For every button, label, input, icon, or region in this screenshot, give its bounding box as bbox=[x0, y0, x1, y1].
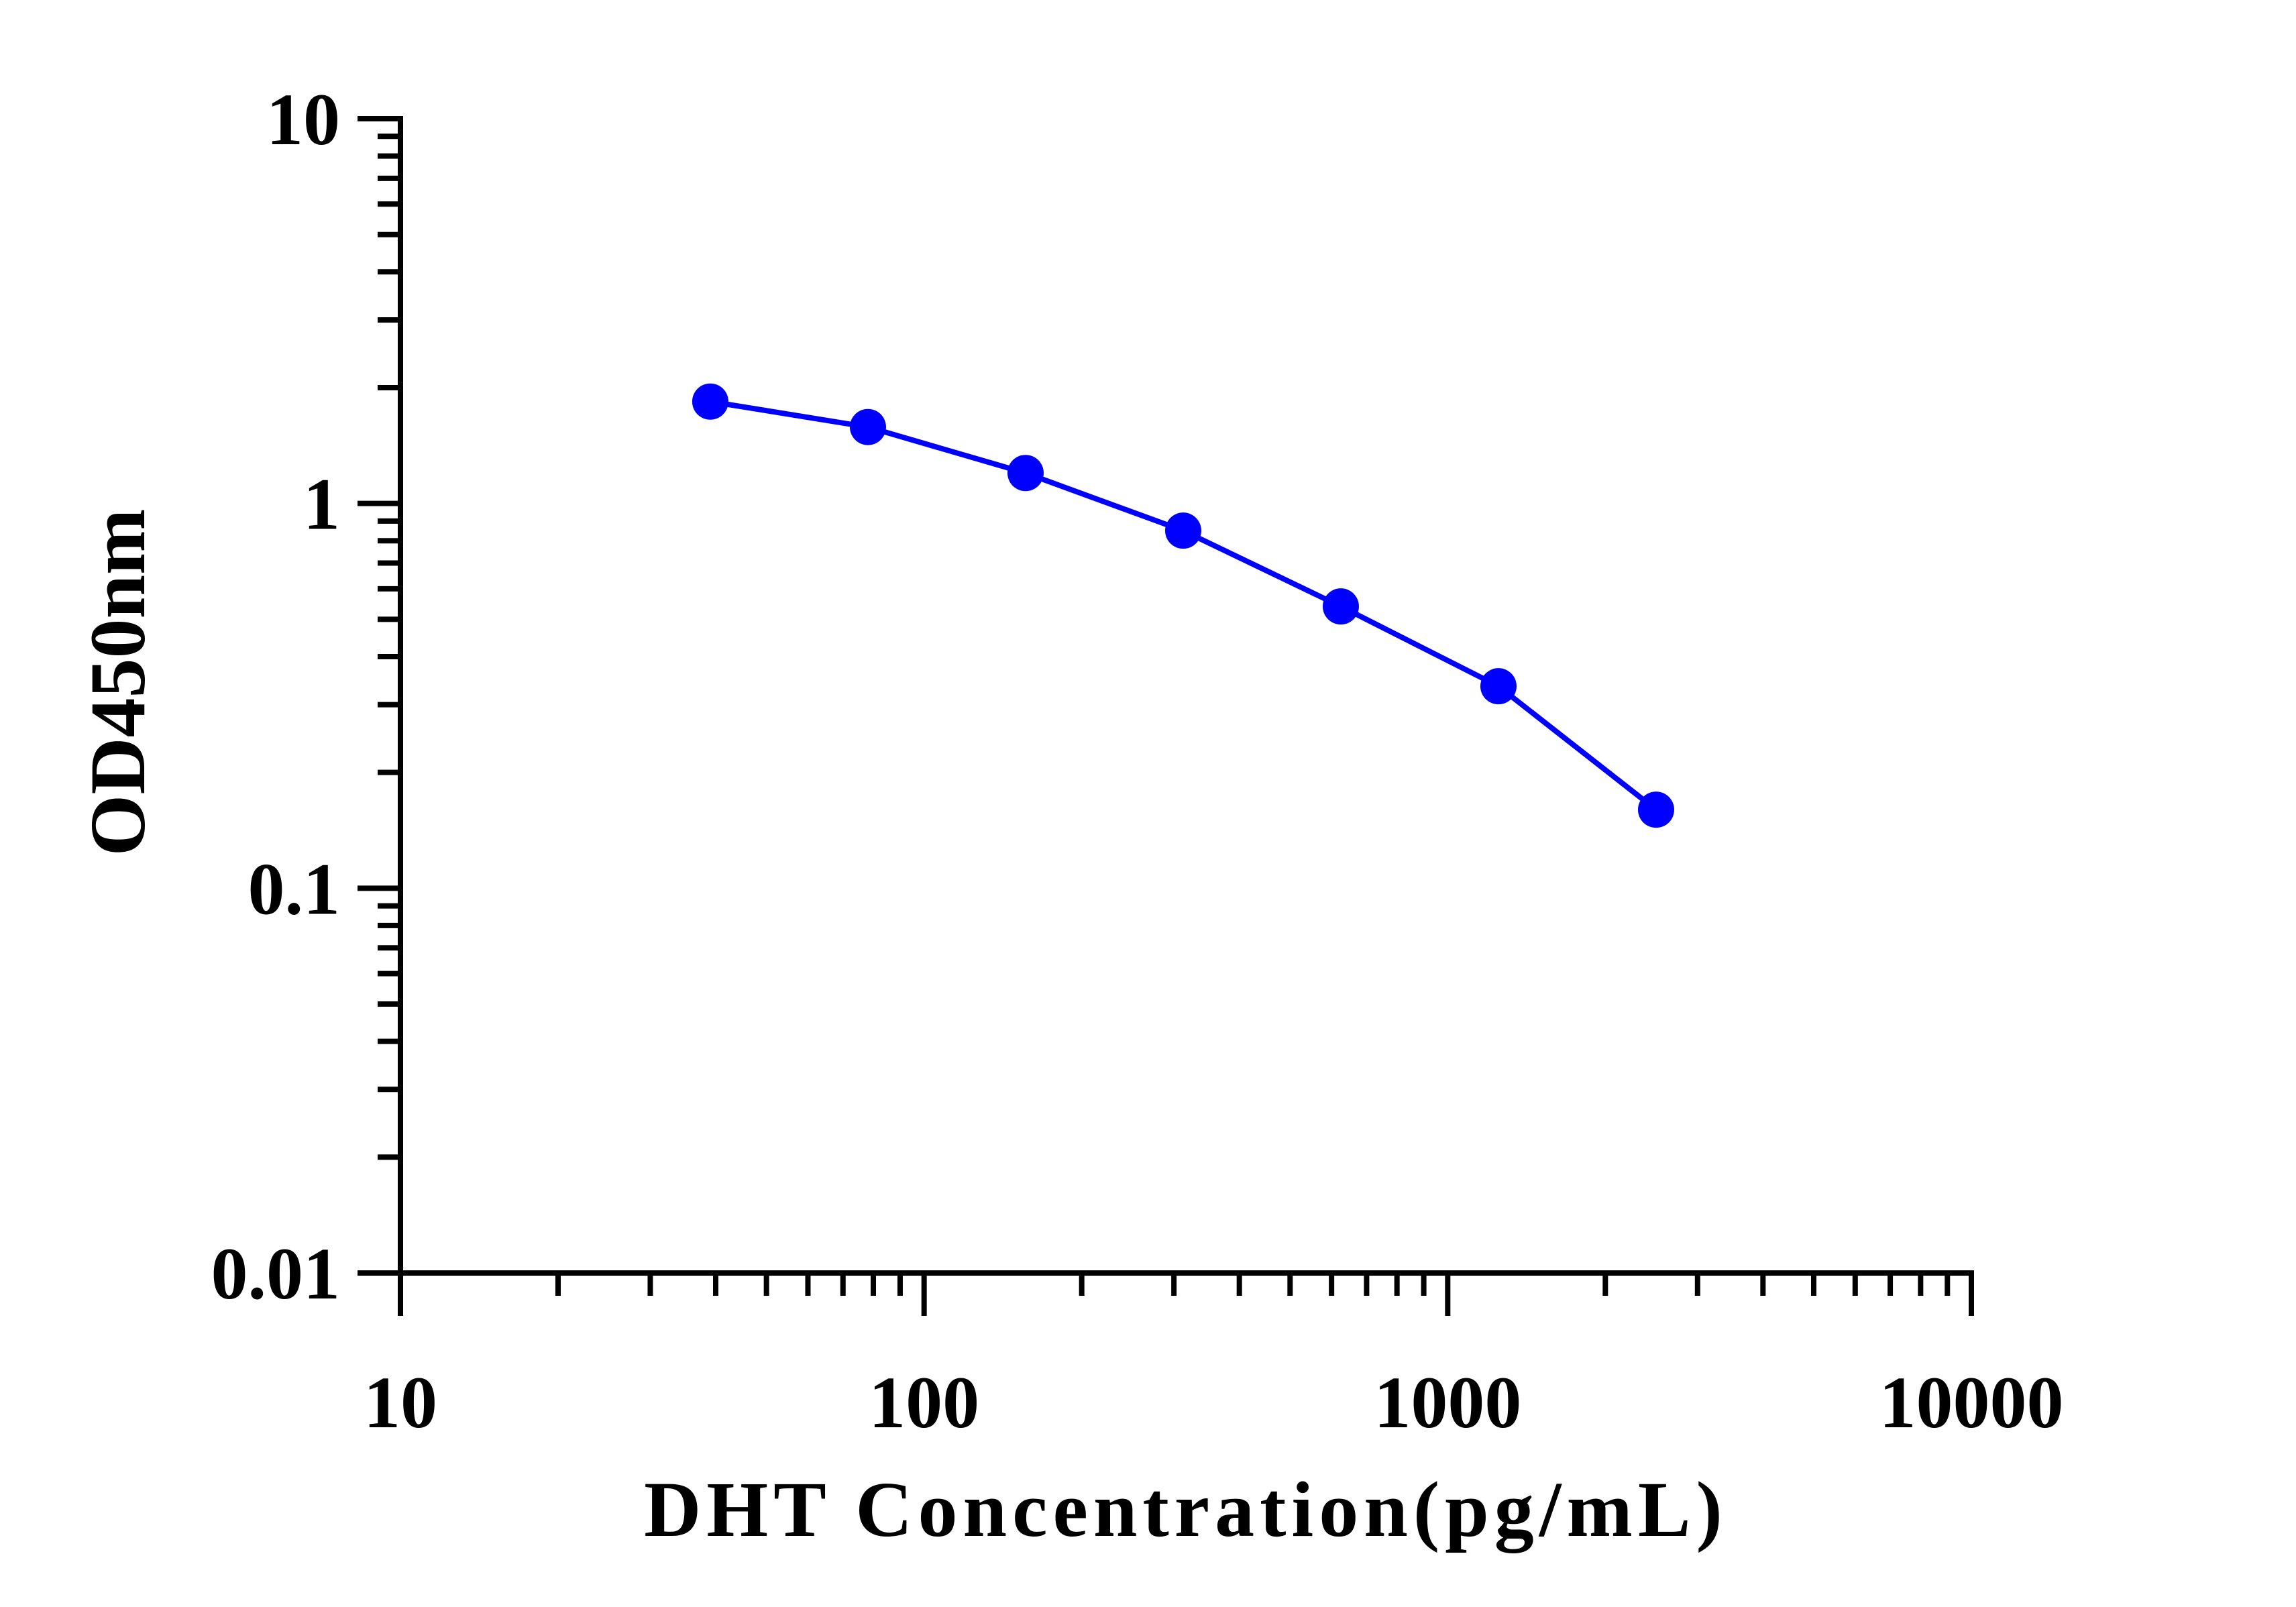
data-point bbox=[849, 408, 886, 445]
y-tick-label: 0.1 bbox=[248, 848, 341, 930]
series-layer bbox=[692, 383, 1674, 828]
x-tick-label: 10000 bbox=[1879, 1362, 2064, 1443]
x-axis-title: DHT Concentration(pg/mL) bbox=[644, 1465, 1728, 1553]
data-point bbox=[1480, 668, 1517, 705]
y-axis-title: OD450nm bbox=[74, 509, 162, 856]
x-tick-label: 1000 bbox=[1374, 1362, 1521, 1443]
y-tick-label: 1 bbox=[303, 463, 340, 545]
axes-layer: 10 100 1000 10000 0.01 0.1 1 10 bbox=[211, 78, 2064, 1443]
data-point bbox=[692, 383, 728, 420]
data-point bbox=[1637, 791, 1674, 828]
y-tick-label: 10 bbox=[266, 78, 340, 160]
y-tick-label: 0.01 bbox=[211, 1233, 341, 1315]
series-line bbox=[710, 398, 1658, 812]
data-point bbox=[1007, 455, 1044, 492]
data-point bbox=[1322, 588, 1359, 625]
x-tick-label: 100 bbox=[869, 1362, 979, 1443]
data-point bbox=[1164, 512, 1201, 549]
x-tick-label: 10 bbox=[364, 1362, 437, 1443]
